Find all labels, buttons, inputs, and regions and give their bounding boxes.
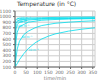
- svg-text:30 m⁻¹: 30 m⁻¹: [28, 48, 39, 52]
- svg-text:100: 100: [8, 65, 11, 70]
- svg-text:50: 50: [23, 70, 29, 75]
- svg-text:1100: 1100: [8, 9, 11, 14]
- svg-text:300: 300: [77, 70, 86, 75]
- svg-text:300: 300: [8, 53, 11, 58]
- svg-text:350: 350: [88, 70, 92, 75]
- html-text:Temperature (in °C): Temperature (in °C): [17, 0, 77, 7]
- svg-text:800: 800: [8, 25, 11, 30]
- svg-text:80 m⁻¹: 80 m⁻¹: [22, 35, 33, 39]
- svg-text:900: 900: [8, 20, 11, 25]
- svg-text:0: 0: [14, 70, 17, 75]
- svg-text:100 m⁻¹: 100 m⁻¹: [17, 24, 30, 28]
- svg-text:400: 400: [8, 48, 11, 53]
- svg-text:250: 250: [66, 70, 75, 75]
- svg-text:600: 600: [8, 37, 11, 42]
- svg-text:700: 700: [8, 31, 11, 36]
- svg-text:500: 500: [8, 42, 11, 47]
- svg-text:200: 200: [8, 59, 11, 64]
- html-text:150 200: 150 200: [44, 70, 64, 76]
- svg-text:time/min: time/min: [44, 75, 66, 80]
- svg-text:100: 100: [33, 70, 42, 75]
- svg-text:200 m⁻¹: 200 m⁻¹: [16, 20, 30, 25]
- svg-text:1000: 1000: [8, 14, 11, 19]
